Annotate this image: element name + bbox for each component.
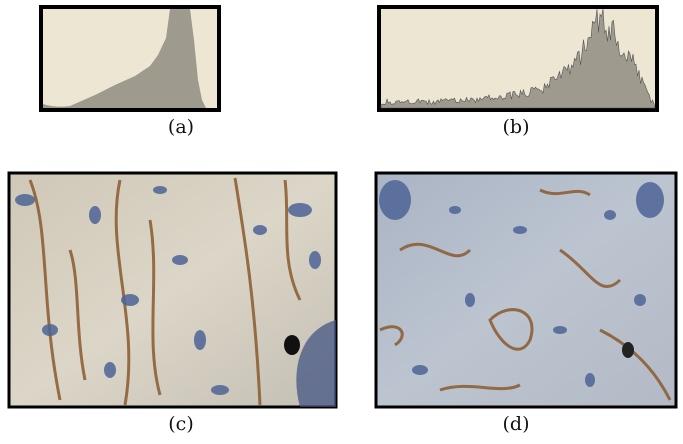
- histogram-area: [43, 9, 206, 108]
- histogram-a: [39, 5, 221, 112]
- micrograph-c: [7, 171, 338, 409]
- micrograph-d: [374, 171, 678, 409]
- image-frame: [7, 171, 338, 409]
- histogram-area: [380, 8, 656, 109]
- panel-label: (c): [168, 413, 193, 435]
- histogram-b: [377, 5, 659, 112]
- panel-label: (a): [168, 116, 194, 138]
- panel-label: (b): [503, 116, 530, 138]
- panel-label: (d): [503, 413, 530, 435]
